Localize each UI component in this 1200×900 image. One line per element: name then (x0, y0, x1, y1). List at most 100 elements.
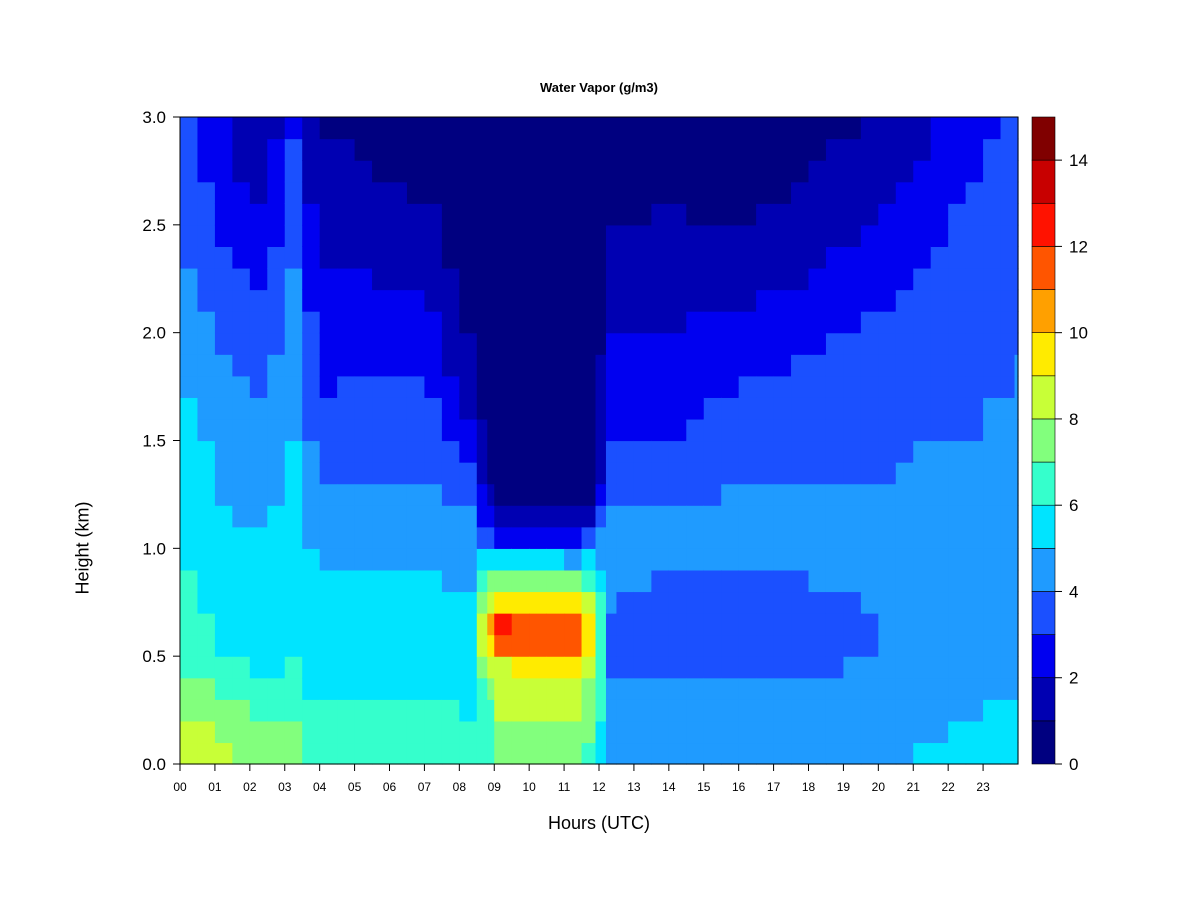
heatmap-cell (721, 397, 740, 420)
heatmap-cell (284, 742, 303, 765)
heatmap-cell (651, 311, 670, 334)
heatmap-cell (494, 699, 513, 722)
heatmap-cell (825, 224, 845, 247)
heatmap-cell (686, 505, 705, 528)
heatmap-cell (476, 246, 488, 269)
heatmap-cell (651, 418, 670, 442)
heatmap-cell (668, 267, 687, 291)
heatmap-cell (756, 181, 775, 204)
heatmap-cell (965, 634, 984, 657)
heatmap-cell (983, 505, 1002, 528)
heatmap-cell (511, 720, 530, 744)
heatmap-cell (529, 181, 548, 204)
heatmap-cell (546, 354, 565, 377)
heatmap-cell (302, 699, 321, 722)
heatmap-cell (197, 699, 216, 722)
heatmap-cell (878, 246, 897, 269)
heatmap-cell (302, 526, 321, 549)
heatmap-cell (487, 613, 495, 636)
heatmap-cell (389, 462, 408, 485)
heatmap-cell (808, 591, 827, 614)
heatmap-cell (214, 354, 233, 377)
heatmap-cell (529, 548, 548, 571)
heatmap-cell (372, 720, 391, 744)
heatmap-cell (249, 332, 268, 355)
heatmap-cell (494, 440, 513, 463)
heatmap-cell (595, 397, 607, 420)
x-tick-label: 19 (837, 780, 851, 794)
heatmap-cell (878, 548, 897, 571)
heatmap-cell (564, 397, 583, 420)
heatmap-cell (487, 526, 495, 549)
heatmap-cell (180, 440, 199, 463)
heatmap-cell (529, 505, 548, 528)
y-tick-label: 1.5 (142, 432, 166, 451)
heatmap-cell (983, 354, 1002, 377)
heatmap-cell (930, 224, 949, 247)
heatmap-cell (337, 117, 356, 140)
heatmap-cell (595, 224, 607, 247)
heatmap-cell (651, 354, 670, 377)
x-tick-label: 23 (976, 780, 990, 794)
heatmap-cell (878, 181, 897, 204)
heatmap-cell (564, 613, 583, 636)
heatmap-cell (564, 699, 583, 722)
heatmap-cell (511, 634, 530, 657)
heatmap-cell (267, 224, 286, 247)
heatmap-cell (686, 462, 705, 485)
heatmap-cell (529, 440, 548, 463)
heatmap-cell (180, 677, 199, 700)
heatmap-cell (546, 246, 565, 269)
heatmap-cell (389, 720, 408, 744)
heatmap-cell (703, 289, 722, 312)
heatmap-cell (595, 418, 607, 442)
heatmap-cell (459, 440, 478, 463)
heatmap-cell (249, 656, 268, 679)
heatmap-cell (180, 569, 199, 593)
heatmap-cell (232, 699, 251, 722)
heatmap-cell (459, 375, 478, 398)
heatmap-cell (180, 138, 199, 161)
heatmap-cell (494, 181, 513, 204)
heatmap-cell (337, 203, 356, 226)
heatmap-cell (249, 634, 268, 657)
heatmap-cell (860, 569, 879, 593)
heatmap-cell (983, 699, 1002, 722)
heatmap-cell (651, 203, 670, 226)
heatmap-cell (302, 677, 321, 700)
heatmap-cell (389, 526, 408, 549)
heatmap-cell (860, 462, 879, 485)
heatmap-cell (441, 742, 460, 765)
heatmap-cell (302, 397, 321, 420)
heatmap-cell (860, 397, 879, 420)
heatmap-cell (843, 181, 862, 204)
heatmap-cell (406, 375, 426, 398)
heatmap-cell (721, 634, 740, 657)
heatmap-cell (546, 569, 565, 593)
heatmap-cell (651, 246, 670, 269)
heatmap-cell (616, 505, 635, 528)
heatmap-cell (197, 311, 216, 334)
heatmap-cell (791, 483, 810, 506)
heatmap-cell (564, 203, 583, 226)
heatmap-cell (913, 483, 932, 506)
heatmap-cell (686, 332, 705, 355)
heatmap-cell (965, 289, 984, 312)
heatmap-cell (354, 613, 373, 636)
heatmap-cell (773, 462, 792, 485)
heatmap-cell (564, 375, 583, 398)
heatmap-cell (249, 289, 268, 312)
heatmap-cell (1014, 656, 1019, 679)
heatmap-cell (878, 117, 897, 140)
heatmap-cell (930, 203, 949, 226)
heatmap-cell (546, 526, 565, 549)
heatmap-cell (546, 483, 565, 506)
heatmap-cell (529, 569, 548, 593)
heatmap-cell (965, 246, 984, 269)
heatmap-cell (756, 483, 775, 506)
heatmap-cell (529, 160, 548, 183)
heatmap-cell (564, 462, 583, 485)
heatmap-cell (424, 505, 443, 528)
heatmap-cell (913, 656, 932, 679)
heatmap-cell (581, 117, 597, 140)
